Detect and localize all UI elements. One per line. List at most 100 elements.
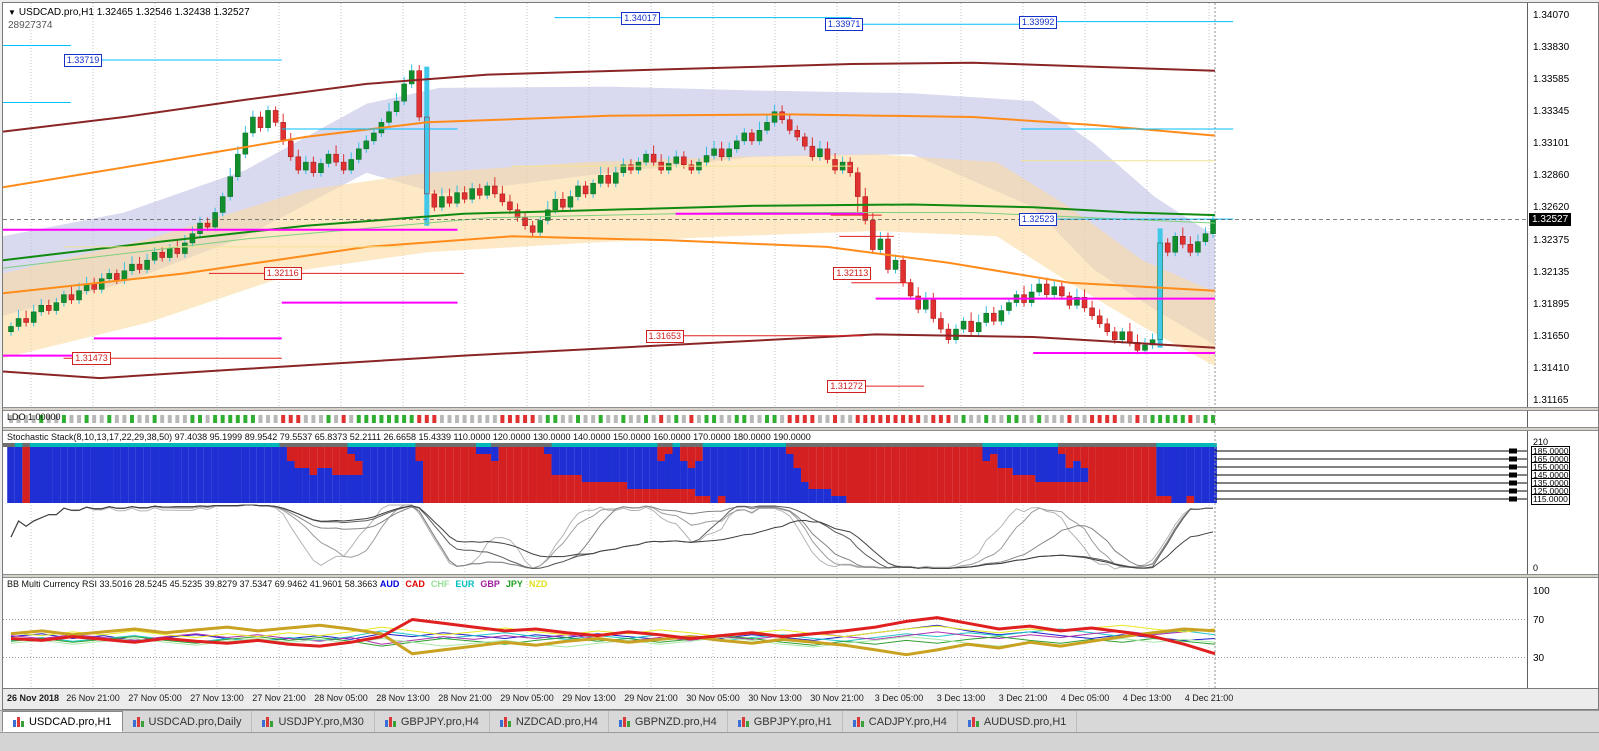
rsi-currency-cad: CAD xyxy=(405,579,425,589)
ldo-histogram-plot[interactable] xyxy=(3,411,1527,427)
ldo-indicator-panel[interactable]: LDO 1.00000 xyxy=(3,411,1527,427)
tab-label: CADJPY.pro,H4 xyxy=(868,715,947,728)
chart-info-overlay: ▼ USDCAD.pro,H1 1.32465 1.32546 1.32438 1… xyxy=(8,7,250,18)
price-tick-label: 1.33585 xyxy=(1533,74,1570,86)
tab-label: GBPNZD.pro,H4 xyxy=(634,715,717,728)
price-level-label: 1.32116 xyxy=(263,267,302,281)
price-tick-label: 1.31410 xyxy=(1533,362,1570,374)
time-tick-label: 26 Nov 2018 xyxy=(7,693,60,703)
time-tick-label: 30 Nov 05:00 xyxy=(686,693,740,703)
rsi-currency-aud: AUD xyxy=(379,579,400,589)
stochastic-header: Stochastic Stack(8,10,13,17,22,29,38,50)… xyxy=(7,432,811,442)
rsi-currency-eur: EUR xyxy=(455,579,475,589)
tab-label: AUDUSD.pro,H1 xyxy=(983,715,1067,728)
tab-label: GBPJPY.pro,H1 xyxy=(753,715,832,728)
multi-currency-rsi-panel[interactable]: BB Multi Currency RSI 33.5016 28.5245 45… xyxy=(3,578,1527,688)
price-level-label: 1.32523 xyxy=(1018,213,1058,227)
tab-usdcad-pro-daily[interactable]: USDCAD.pro,Daily xyxy=(123,711,253,732)
tab-chart-icon xyxy=(384,716,396,727)
price-tick-label: 1.31165 xyxy=(1533,394,1569,406)
price-level-label: 1.33971 xyxy=(824,18,864,32)
tab-chart-icon xyxy=(13,716,24,727)
panel-splitter[interactable] xyxy=(3,407,1598,411)
tab-chart-icon xyxy=(499,716,511,727)
stochastic-stack-panel[interactable]: Stochastic Stack(8,10,13,17,22,29,38,50)… xyxy=(3,431,1527,574)
price-level-label: 1.31473 xyxy=(72,352,111,366)
tab-chart-icon xyxy=(132,716,144,727)
tab-gbpjpy-pro-h1[interactable]: GBPJPY.pro,H1 xyxy=(728,711,843,732)
tab-chart-icon xyxy=(618,716,630,727)
price-tick-label: 1.32375 xyxy=(1533,234,1570,246)
price-level-label: 1.31653 xyxy=(645,329,685,343)
tab-nzdcad-pro-h4[interactable]: NZDCAD.pro,H4 xyxy=(490,711,609,732)
tab-gbpjpy-pro-h4[interactable]: GBPJPY.pro,H4 xyxy=(375,711,490,732)
time-tick-label: 29 Nov 05:00 xyxy=(500,693,554,703)
time-tick-label: 28 Nov 13:00 xyxy=(376,693,430,703)
tab-label: USDCAD.pro,H1 xyxy=(29,715,112,728)
chart-tab-bar: USDCAD.pro,H1 USDCAD.pro,Daily USDJPY.pro,… xyxy=(0,710,1599,733)
time-tick-label: 26 Nov 21:00 xyxy=(66,693,120,703)
main-price-chart-panel[interactable]: ▼ USDCAD.pro,H1 1.32465 1.32546 1.32438 1… xyxy=(3,3,1527,407)
time-tick-label: 27 Nov 21:00 xyxy=(252,693,306,703)
price-level-label: 1.34017 xyxy=(621,11,660,25)
stoch-axis-bottom-label: 0 xyxy=(1533,563,1539,573)
time-tick-label: 28 Nov 21:00 xyxy=(438,693,492,703)
stochastic-heatmap-plot[interactable] xyxy=(3,431,1527,574)
chart-window: ▼ USDCAD.pro,H1 1.32465 1.32546 1.32438 1… xyxy=(2,2,1599,710)
price-tick-label: 1.32860 xyxy=(1533,170,1570,182)
rsi-title: BB Multi Currency RSI xyxy=(7,579,98,589)
panel-splitter[interactable] xyxy=(3,574,1598,578)
rsi-tick-label: 100 xyxy=(1533,586,1550,597)
price-tick-label: 1.34070 xyxy=(1533,10,1570,21)
tab-chart-icon xyxy=(262,716,274,727)
price-axis[interactable]: 1.34070 1.33830 1.33585 1.33345 1.33101 1.328… xyxy=(1527,3,1598,688)
time-tick-label: 27 Nov 05:00 xyxy=(128,693,182,703)
stoch-axis-top-label: 210 xyxy=(1533,437,1549,447)
tab-usdjpy-pro-m30[interactable]: USDJPY.pro,M30 xyxy=(252,711,375,732)
price-tick-label: 1.32135 xyxy=(1533,266,1570,278)
tab-gbpnzd-pro-h4[interactable]: GBPNZD.pro,H4 xyxy=(609,711,728,732)
rsi-currency-legend: AUD CAD CHF EUR GBP JPY NZD xyxy=(380,579,554,589)
symbol-dropdown-icon[interactable]: ▼ xyxy=(8,8,16,17)
time-tick-label: 30 Nov 21:00 xyxy=(810,693,864,703)
price-level-label: 1.31272 xyxy=(827,380,866,394)
ldo-label: LDO 1.00000 xyxy=(7,412,61,422)
price-tick-label: 1.32620 xyxy=(1533,202,1570,214)
tab-cadjpy-pro-h4[interactable]: CADJPY.pro,H4 xyxy=(843,711,958,732)
rsi-tick-label: 70 xyxy=(1533,614,1545,626)
time-tick-label: 29 Nov 13:00 xyxy=(562,693,616,703)
tab-chart-icon xyxy=(737,716,749,727)
price-level-label: 1.32113 xyxy=(833,267,872,281)
rsi-currency-gbp: GBP xyxy=(480,579,500,589)
price-tick-label: 1.31650 xyxy=(1533,330,1570,342)
time-tick-label: 3 Dec 05:00 xyxy=(874,693,924,703)
stochastic-values: 97.4038 95.1999 89.9542 79.5537 65.8373 … xyxy=(174,432,811,442)
time-tick-label: 29 Nov 21:00 xyxy=(624,693,678,703)
price-tick-label: 1.33101 xyxy=(1533,138,1570,150)
tab-usdcad-pro-h1[interactable]: USDCAD.pro,H1 xyxy=(2,711,123,732)
tab-audusd-pro-h1[interactable]: AUDUSD.pro,H1 xyxy=(958,711,1078,732)
tab-label: USDCAD.pro,Daily xyxy=(148,715,242,728)
price-tick-label: 1.33345 xyxy=(1533,106,1570,118)
tab-label: USDJPY.pro,M30 xyxy=(278,715,364,728)
time-tick-label: 30 Nov 13:00 xyxy=(748,693,802,703)
price-tick-label: 1.33830 xyxy=(1533,42,1570,54)
candlestick-plot[interactable] xyxy=(3,3,1527,407)
symbol-label: USDCAD.pro,H1 xyxy=(18,7,94,18)
time-tick-label: 27 Nov 13:00 xyxy=(190,693,244,703)
time-tick-label: 4 Dec 13:00 xyxy=(1122,693,1172,703)
time-tick-label: 3 Dec 13:00 xyxy=(936,693,986,703)
rsi-lines-plot[interactable] xyxy=(3,578,1527,688)
time-tick-label: 4 Dec 05:00 xyxy=(1060,693,1110,703)
status-strip xyxy=(0,733,1599,751)
time-axis[interactable]: 26 Nov 2018 26 Nov 21:00 27 Nov 05:00 27 No… xyxy=(3,688,1598,709)
stochastic-title: Stochastic Stack(8,10,13,17,22,29,38,50) xyxy=(7,432,173,442)
rsi-currency-chf: CHF xyxy=(430,579,450,589)
rsi-tick-label: 30 xyxy=(1533,652,1545,664)
time-tick-label: 28 Nov 05:00 xyxy=(314,693,368,703)
current-price-badge: 1.32527 xyxy=(1529,212,1572,226)
panel-splitter[interactable] xyxy=(3,427,1598,431)
price-level-label: 1.33992 xyxy=(1018,15,1058,29)
rsi-currency-jpy: JPY xyxy=(505,579,523,589)
ohlc-label: 1.32465 1.32546 1.32438 1.32527 xyxy=(96,7,250,18)
